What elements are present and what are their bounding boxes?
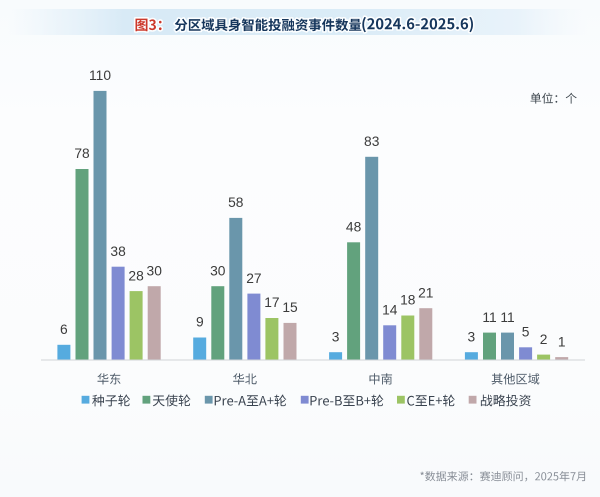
svg-text:9: 9 (196, 315, 204, 330)
svg-text:11: 11 (482, 310, 496, 325)
svg-text:21: 21 (418, 285, 433, 300)
svg-text:17: 17 (264, 295, 279, 310)
svg-text:30: 30 (147, 263, 163, 278)
svg-text:3: 3 (332, 329, 340, 344)
svg-text:48: 48 (346, 220, 362, 235)
svg-text:58: 58 (228, 195, 244, 210)
svg-text:1: 1 (558, 334, 566, 349)
svg-text:83: 83 (364, 134, 380, 149)
svg-text:3: 3 (468, 329, 476, 344)
svg-text:78: 78 (74, 146, 90, 161)
svg-text:28: 28 (128, 268, 144, 283)
svg-text:14: 14 (382, 303, 398, 318)
svg-text:18: 18 (400, 293, 416, 308)
svg-text:11: 11 (500, 310, 514, 325)
svg-text:5: 5 (522, 325, 530, 340)
svg-text:30: 30 (210, 263, 226, 278)
svg-text:38: 38 (110, 244, 126, 259)
svg-text:6: 6 (60, 322, 68, 337)
svg-text:27: 27 (246, 271, 261, 286)
svg-text:15: 15 (282, 300, 298, 315)
svg-text:110: 110 (89, 68, 111, 83)
svg-text:2: 2 (540, 332, 548, 347)
